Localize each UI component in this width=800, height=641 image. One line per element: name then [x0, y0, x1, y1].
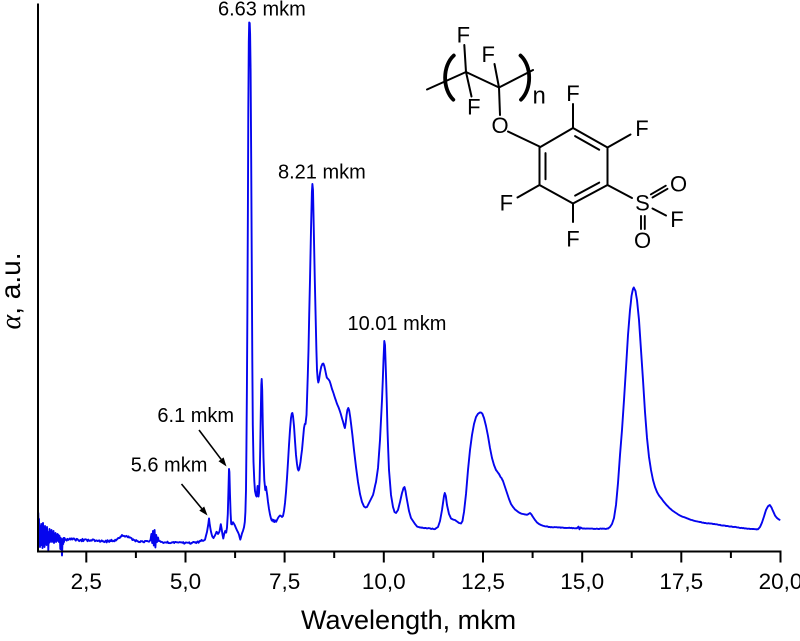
svg-text:O: O — [492, 113, 509, 138]
svg-text:F: F — [566, 227, 579, 252]
svg-text:F: F — [670, 207, 683, 232]
svg-text:2,5: 2,5 — [71, 569, 102, 594]
svg-text:F: F — [481, 42, 494, 67]
svg-text:F: F — [457, 23, 470, 48]
svg-text:S: S — [635, 191, 650, 216]
svg-text:F: F — [635, 116, 648, 141]
svg-text:6.1 mkm: 6.1 mkm — [157, 405, 234, 427]
svg-text:α, a.u.: α, a.u. — [0, 253, 27, 330]
svg-text:F: F — [500, 191, 513, 216]
svg-text:6.63 mkm: 6.63 mkm — [218, 0, 306, 21]
svg-text:8.21 mkm: 8.21 mkm — [278, 162, 366, 184]
svg-text:17,5: 17,5 — [659, 569, 703, 594]
svg-text:10.01 mkm: 10.01 mkm — [348, 313, 447, 335]
svg-text:O: O — [670, 172, 687, 197]
svg-text:O: O — [634, 228, 651, 253]
svg-text:F: F — [467, 95, 480, 120]
svg-text:10,0: 10,0 — [362, 569, 406, 594]
svg-text:12,5: 12,5 — [461, 569, 505, 594]
svg-text:20,0: 20,0 — [759, 569, 800, 594]
svg-text:7,5: 7,5 — [269, 569, 300, 594]
svg-text:n: n — [533, 83, 546, 110]
svg-text:F: F — [566, 81, 579, 106]
svg-text:5.6 mkm: 5.6 mkm — [131, 455, 208, 477]
svg-text:15,0: 15,0 — [560, 569, 604, 594]
svg-text:5,0: 5,0 — [170, 569, 201, 594]
svg-text:Wavelength, mkm: Wavelength, mkm — [301, 605, 516, 635]
